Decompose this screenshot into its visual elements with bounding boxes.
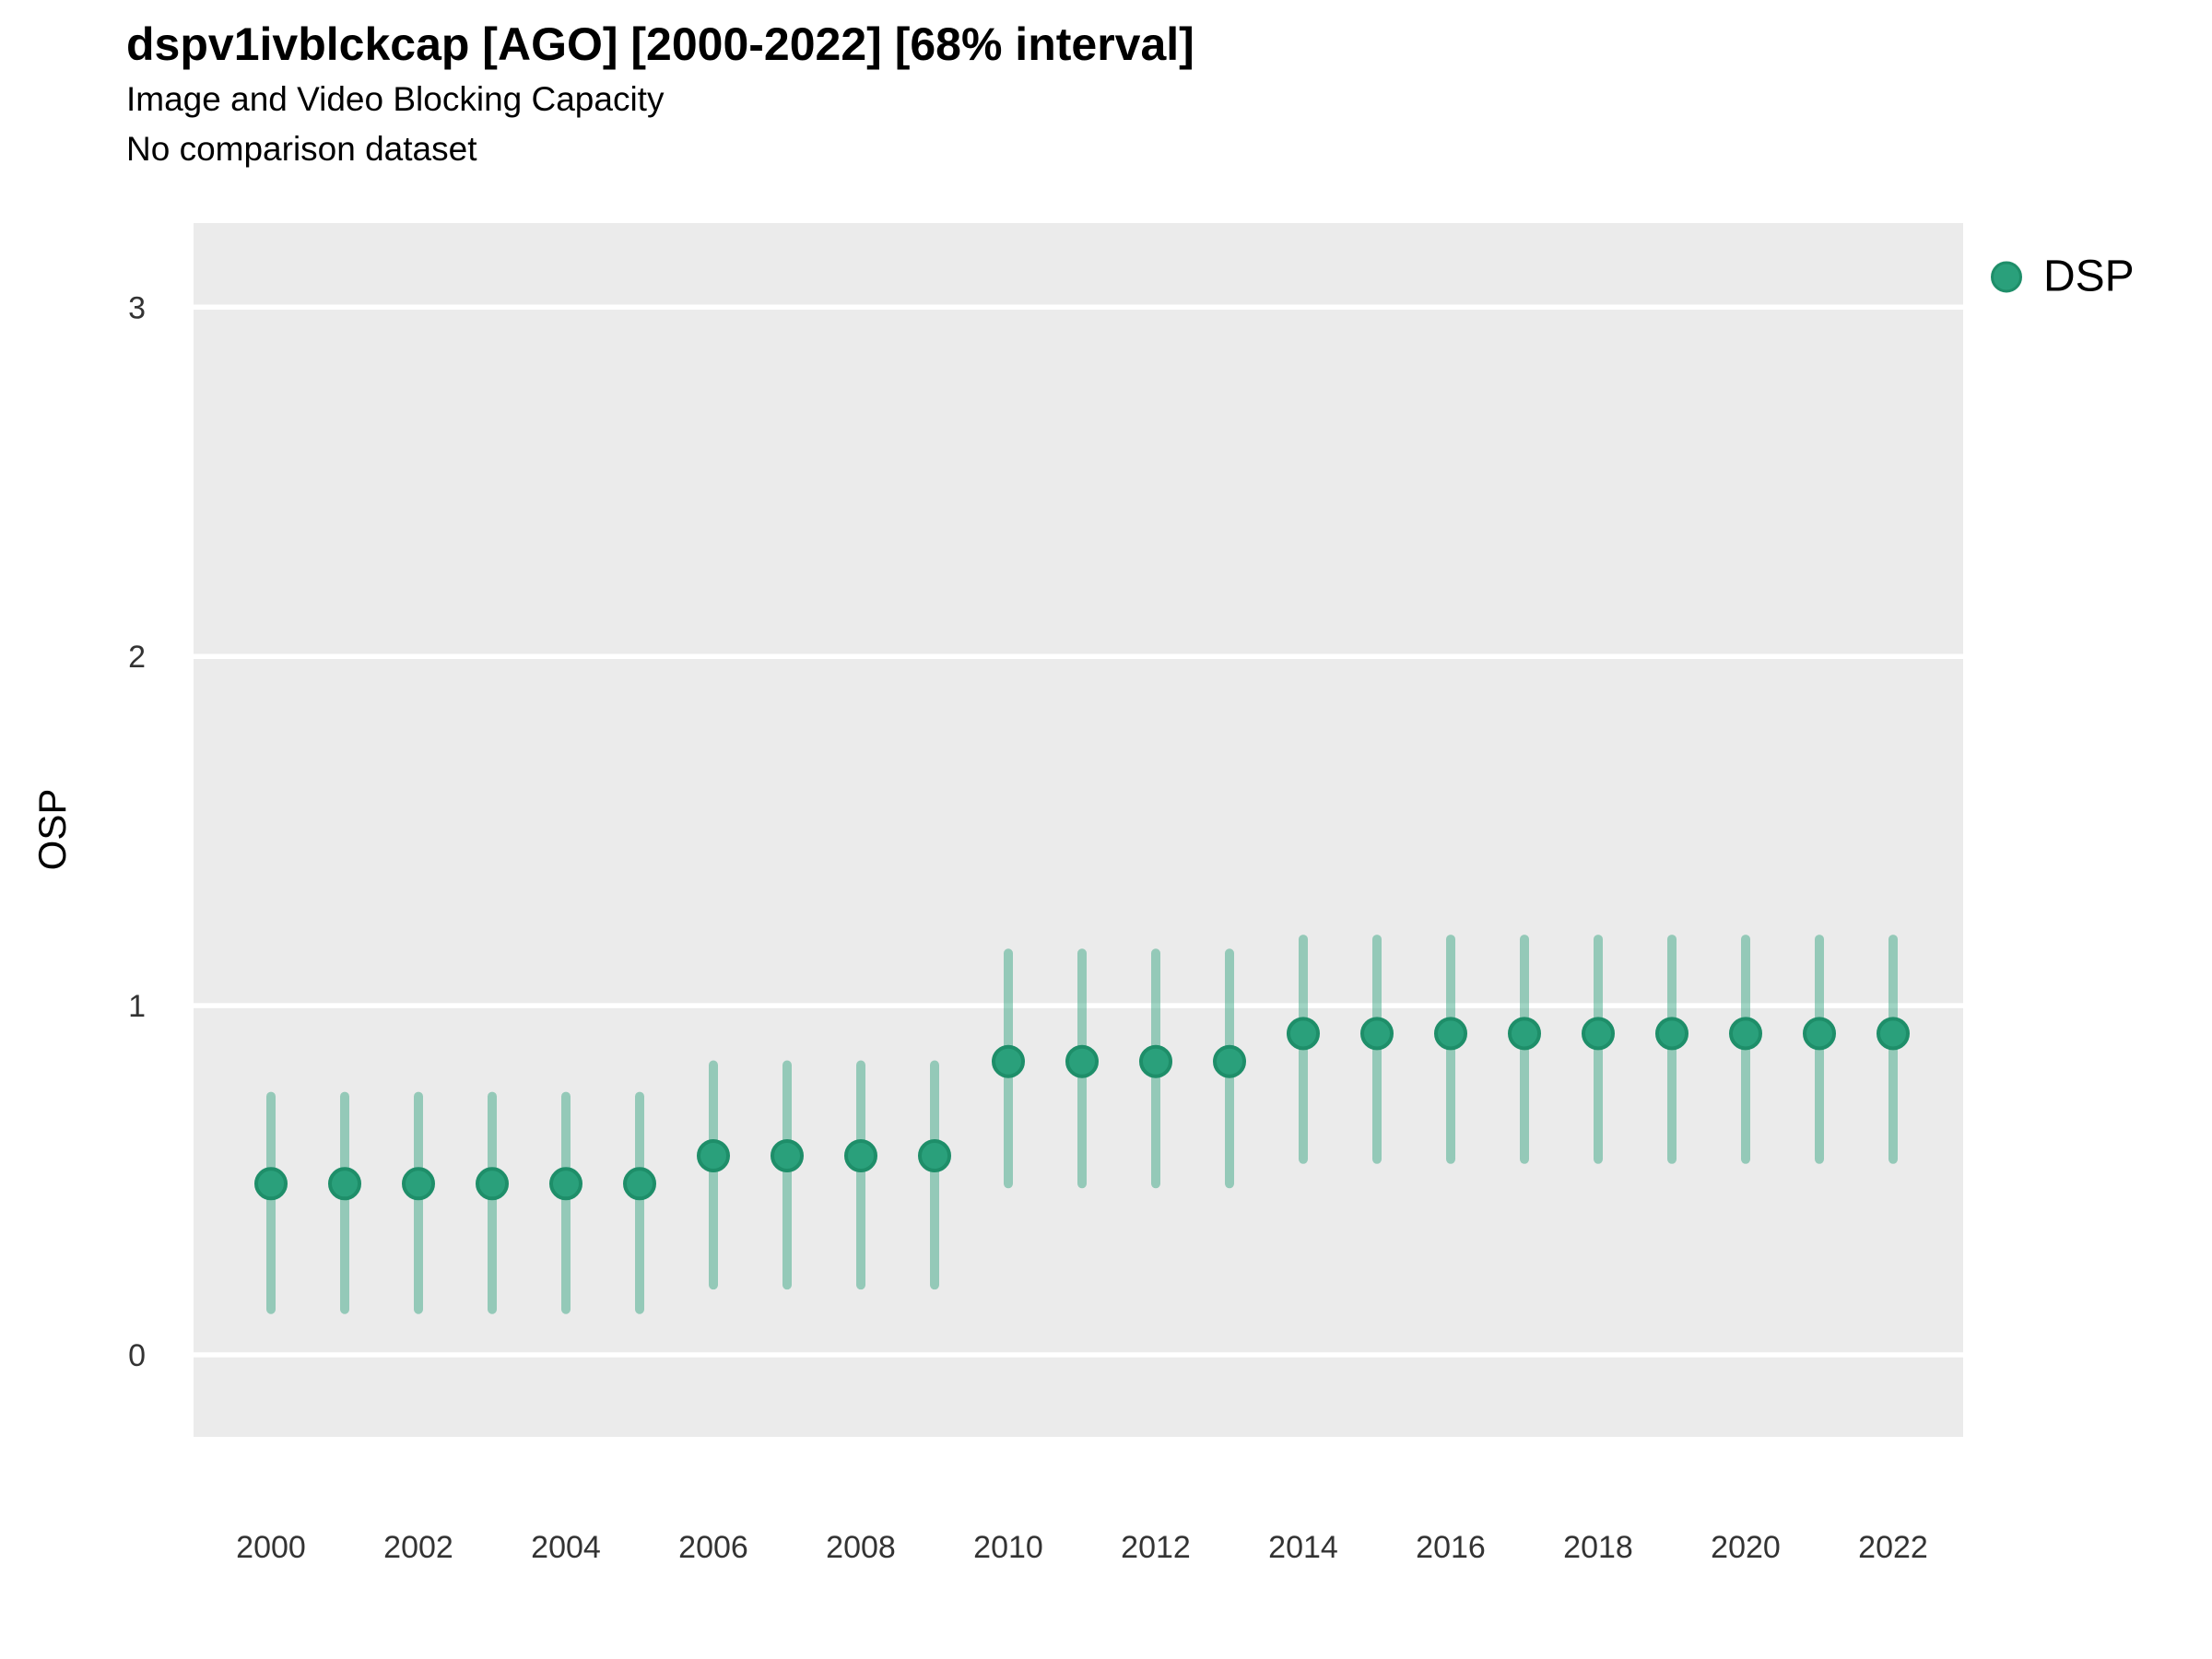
- point-DSP-2005: [623, 1167, 656, 1201]
- y-tick-label: 1: [128, 989, 146, 1024]
- x-tick-label: 2004: [531, 1530, 601, 1565]
- point-DSP-2015: [1360, 1017, 1394, 1051]
- y-tick-label: 2: [128, 640, 146, 675]
- point-DSP-2010: [992, 1044, 1025, 1078]
- point-DSP-2012: [1139, 1044, 1172, 1078]
- legend-label: DSP: [2043, 252, 2135, 301]
- y-tick-label: 0: [128, 1338, 146, 1373]
- point-DSP-2017: [1508, 1017, 1541, 1051]
- point-DSP-2001: [328, 1167, 361, 1201]
- point-DSP-2011: [1065, 1044, 1099, 1078]
- legend: DSP: [1991, 252, 2135, 302]
- point-DSP-2009: [918, 1138, 951, 1172]
- legend-point-icon: [1991, 261, 2022, 292]
- x-tick-label: 2010: [973, 1530, 1043, 1565]
- point-DSP-2003: [476, 1167, 509, 1201]
- y-tick-label: 3: [128, 290, 146, 325]
- x-tick-label: 2008: [826, 1530, 896, 1565]
- point-DSP-2016: [1434, 1017, 1467, 1051]
- point-DSP-2020: [1729, 1017, 1762, 1051]
- point-DSP-2007: [771, 1138, 804, 1172]
- point-DSP-2006: [697, 1138, 730, 1172]
- point-DSP-2019: [1655, 1017, 1688, 1051]
- point-DSP-2021: [1803, 1017, 1836, 1051]
- x-tick-label: 2016: [1416, 1530, 1486, 1565]
- x-tick-label: 2002: [383, 1530, 453, 1565]
- point-DSP-2018: [1582, 1017, 1615, 1051]
- x-tick-label: 2020: [1711, 1530, 1781, 1565]
- chart-note: No comparison dataset: [126, 129, 477, 168]
- chart-subtitle: Image and Video Blocking Capacity: [126, 79, 665, 118]
- point-DSP-2000: [254, 1167, 288, 1201]
- point-DSP-2008: [844, 1138, 877, 1172]
- point-DSP-2022: [1877, 1017, 1910, 1051]
- panel-background: [194, 223, 1963, 1437]
- point-DSP-2004: [549, 1167, 582, 1201]
- point-DSP-2014: [1287, 1017, 1320, 1051]
- point-DSP-2002: [402, 1167, 435, 1201]
- chart-header: dspv1ivblckcap [AGO] [2000-2022] [68% in…: [126, 18, 1194, 171]
- x-tick-label: 2000: [236, 1530, 306, 1565]
- x-tick-label: 2022: [1858, 1530, 1928, 1565]
- chart-title: dspv1ivblckcap [AGO] [2000-2022] [68% in…: [126, 18, 1194, 70]
- x-tick-label: 2018: [1563, 1530, 1633, 1565]
- x-tick-label: 2006: [678, 1530, 748, 1565]
- point-DSP-2013: [1213, 1044, 1246, 1078]
- x-tick-label: 2012: [1121, 1530, 1191, 1565]
- x-tick-label: 2014: [1268, 1530, 1338, 1565]
